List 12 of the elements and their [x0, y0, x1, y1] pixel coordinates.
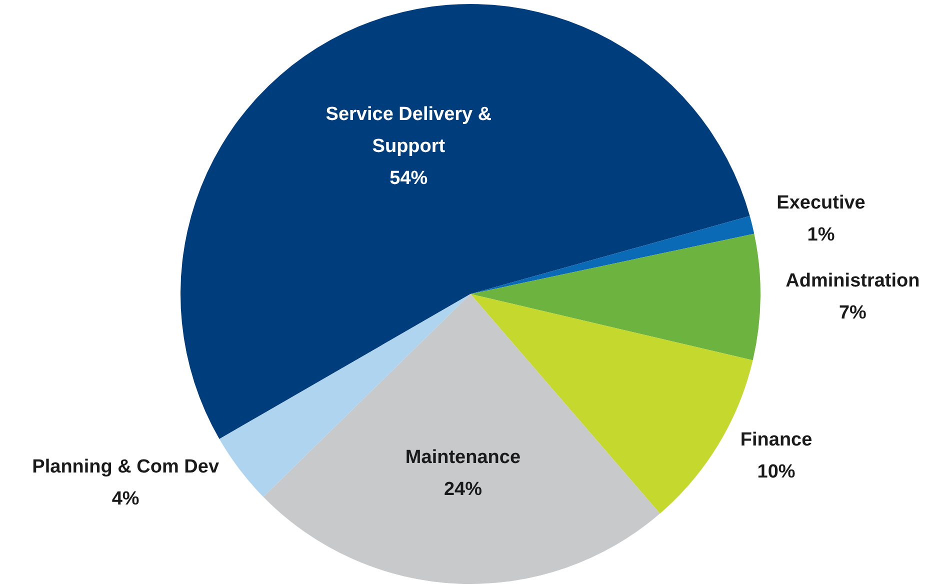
- slice-label: Service Delivery & Support: [326, 104, 492, 158]
- data-label: 54%: [390, 168, 428, 190]
- data-label: 24%: [444, 478, 482, 500]
- slice-label: Planning & Com Dev: [32, 456, 220, 478]
- data-label: 10%: [757, 461, 796, 482]
- slice-label: Finance: [740, 429, 812, 450]
- slice-label: Administration: [786, 270, 920, 292]
- slice-label: Executive: [776, 192, 866, 214]
- data-label: 1%: [807, 224, 835, 246]
- slice-label: Maintenance: [405, 446, 521, 468]
- data-label: 7%: [838, 302, 867, 324]
- data-label: 4%: [112, 488, 140, 510]
